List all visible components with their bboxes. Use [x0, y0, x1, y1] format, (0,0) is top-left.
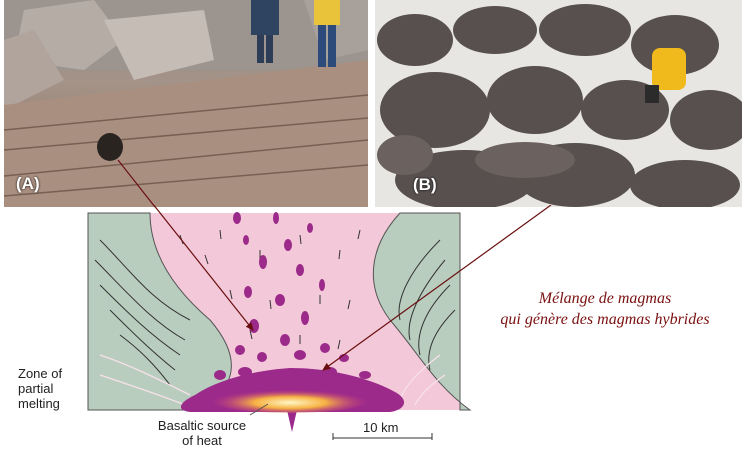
mixing-caption: Mélange de magmas qui génère des magmas …	[470, 288, 740, 330]
right-country-rock	[372, 212, 472, 411]
magma-chamber-diagram	[87, 205, 552, 440]
zone-label-line2: partial	[18, 381, 54, 396]
arrow-upper-segments	[117, 159, 156, 208]
source-pointer	[249, 403, 269, 416]
photo-b-image	[375, 0, 742, 207]
photo-a: (A)	[4, 0, 368, 207]
caption-line2: qui génère des magmas hybrides	[500, 311, 710, 328]
arrow-a-to-enclave	[152, 205, 254, 331]
heat-glow	[210, 387, 370, 413]
scale-label: 10 km	[363, 420, 399, 435]
zone-label-line3: melting	[18, 396, 60, 411]
person-figure-2	[314, 0, 340, 67]
person-figure-1	[251, 0, 279, 63]
dark-enclave	[97, 133, 123, 161]
zone-label-line1: Zone of	[18, 366, 63, 381]
photo-a-image	[4, 0, 368, 207]
photo-b-label: (B)	[413, 175, 437, 194]
source-label: Basaltic source of heat	[142, 418, 262, 448]
arrow-b-to-mixing	[322, 205, 552, 371]
photo-b: (B)	[375, 0, 742, 207]
photo-a-label: (A)	[16, 174, 40, 193]
source-label-line2: of heat	[182, 433, 222, 448]
caption-line1: Mélange de magmas	[538, 290, 672, 307]
source-label-line1: Basaltic source	[157, 418, 247, 433]
scale-bar	[332, 433, 433, 440]
person-figure-3	[645, 48, 686, 103]
zone-label: Zone of partial melting	[18, 366, 62, 411]
